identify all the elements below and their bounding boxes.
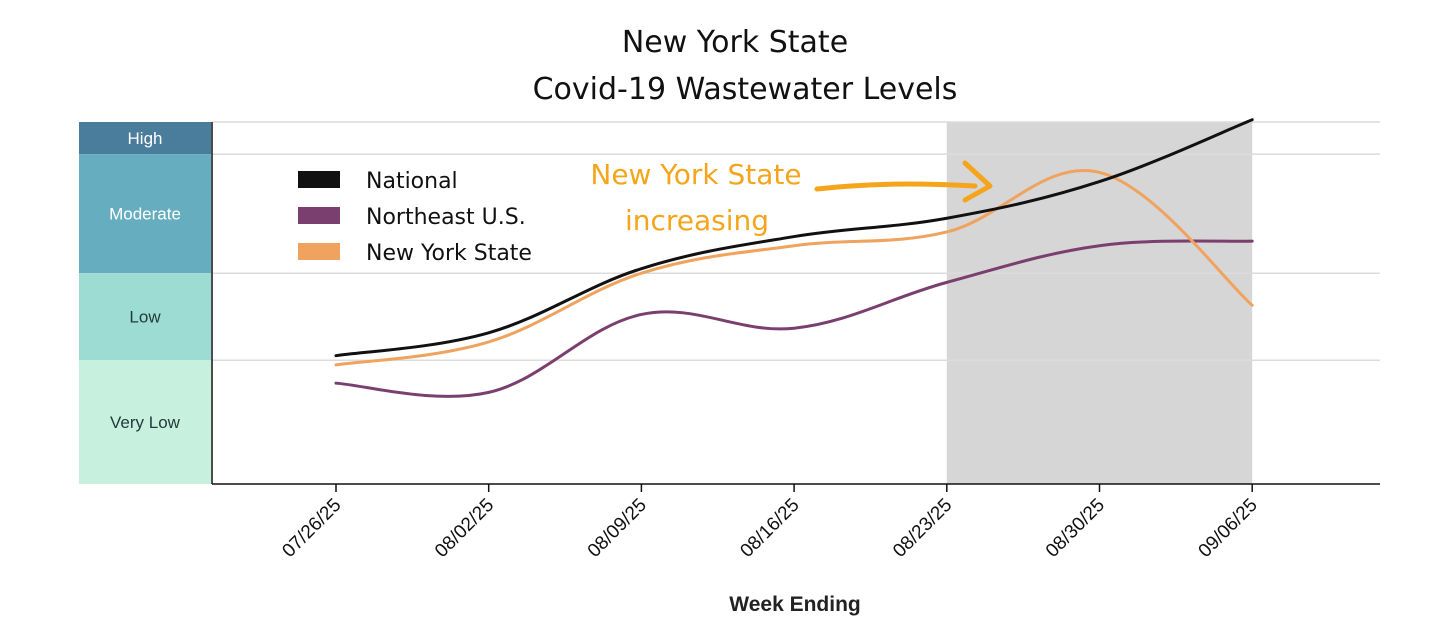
shaded-region xyxy=(946,122,1253,484)
chart-title-line-2: Covid-19 Wastewater Levels xyxy=(533,72,958,107)
x-tick-label: 08/02/25 xyxy=(431,495,498,562)
x-tick-label: 08/09/25 xyxy=(584,495,651,562)
series-line-new-york-state xyxy=(334,169,1254,367)
legend-swatch xyxy=(298,207,340,224)
level-band xyxy=(79,122,211,155)
x-tick-label: 09/06/25 xyxy=(1195,495,1262,562)
chart-title-line-1: New York State xyxy=(622,25,848,60)
annotation-text-line-1: New York State xyxy=(590,158,801,191)
legend-swatch xyxy=(298,243,340,260)
legend-label: National xyxy=(366,169,458,194)
level-band xyxy=(79,154,211,274)
x-tick-label: 08/30/25 xyxy=(1042,495,1109,562)
series-line-national xyxy=(334,118,1254,358)
series-line-northeast-u-s- xyxy=(334,239,1254,398)
level-label: Moderate xyxy=(109,205,181,224)
annotation-arrow-head xyxy=(962,160,993,203)
level-label: High xyxy=(128,129,163,148)
annotation-arrow-shaft xyxy=(814,181,978,192)
plot-area: 07/26/25 08/02/25 08/09/25 08/16/25 08/23/25… xyxy=(211,118,1380,562)
x-axis-title: Week Ending xyxy=(729,593,860,616)
x-tick-label: 07/26/25 xyxy=(278,495,345,562)
level-label: Low xyxy=(129,308,161,327)
legend-label: New York State xyxy=(366,241,532,266)
legend-label: Northeast U.S. xyxy=(366,205,526,230)
annotation-text-line-2: increasing xyxy=(625,204,769,237)
annotation: New York State increasing xyxy=(590,158,993,237)
legend: National Northeast U.S. New York State xyxy=(298,169,532,266)
level-band xyxy=(79,273,211,361)
level-band xyxy=(79,360,211,484)
level-bands: High Moderate Low Very Low xyxy=(79,122,211,484)
x-tick-label: 08/16/25 xyxy=(736,495,803,562)
level-label: Very Low xyxy=(110,413,181,432)
legend-swatch xyxy=(298,171,340,188)
x-tick-label: 08/23/25 xyxy=(889,495,956,562)
